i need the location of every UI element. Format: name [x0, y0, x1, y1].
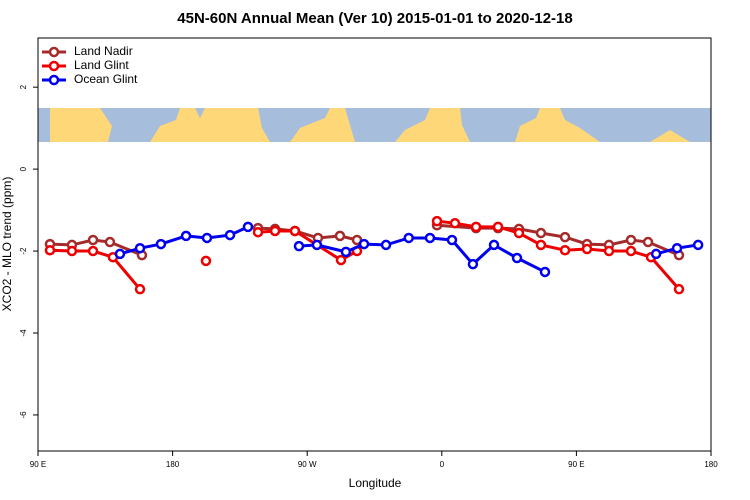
data-point [311, 239, 323, 251]
data-point [380, 239, 392, 251]
y-tick-label: -6 [19, 411, 28, 419]
data-point [692, 239, 704, 251]
data-point [224, 229, 236, 241]
data-point [488, 239, 500, 251]
data-point [340, 246, 352, 258]
data-point [431, 215, 443, 227]
x-tick-label: 0 [440, 460, 445, 469]
y-tick-label: 2 [19, 84, 28, 89]
x-tick-label: 90 W [298, 460, 317, 469]
data-point [358, 238, 370, 250]
legend-label: Land Glint [74, 58, 129, 72]
data-point [625, 245, 637, 257]
data-point [539, 266, 551, 278]
data-point [403, 232, 414, 244]
data-point [87, 234, 99, 246]
y-axis-label: XCO2 - MLO trend (ppm) [0, 177, 14, 312]
data-point [44, 244, 56, 256]
data-point [334, 230, 346, 242]
x-tick-label: 180 [704, 460, 718, 469]
data-point [180, 230, 192, 242]
data-point [467, 258, 479, 270]
data-point [642, 236, 654, 248]
data-point [513, 227, 525, 239]
data-point [650, 248, 662, 260]
data-point [671, 242, 683, 254]
data-point [535, 227, 547, 239]
y-tick-label: 0 [19, 166, 28, 171]
data-point [201, 232, 213, 244]
data-point [603, 245, 615, 257]
data-point [200, 255, 212, 267]
data-point [252, 226, 264, 238]
legend-label: Ocean Glint [74, 72, 138, 86]
chart-title: 45N-60N Annual Mean (Ver 10) 2015-01-01 … [177, 10, 572, 27]
data-point [293, 240, 305, 252]
x-tick-label: 90 E [568, 460, 584, 469]
data-point [511, 252, 523, 264]
legend-marker [48, 74, 60, 86]
data-point [446, 234, 458, 246]
data-point [449, 217, 461, 229]
data-point [134, 242, 146, 254]
map-land [38, 108, 711, 142]
data-point [625, 234, 637, 246]
data-point [581, 243, 593, 255]
data-point [104, 236, 116, 248]
legend-marker [48, 60, 60, 72]
data-point [155, 238, 167, 250]
x-axis-label: Longitude [349, 476, 402, 490]
x-tick-label: 180 [166, 460, 180, 469]
data-point [242, 221, 254, 233]
plot-frame [37, 37, 712, 452]
legend-marker [48, 46, 60, 58]
data-point [289, 225, 301, 237]
data-point [335, 254, 347, 266]
data-point [424, 232, 436, 244]
legend-label: Land Nadir [74, 44, 133, 58]
data-point [535, 239, 547, 251]
x-tick-label: 90 E [30, 460, 46, 469]
plot-area [44, 215, 704, 295]
data-point [559, 244, 571, 256]
data-point [269, 225, 281, 237]
map-band [38, 108, 711, 142]
data-point [673, 283, 685, 295]
data-point [559, 231, 571, 243]
data-point [492, 221, 504, 233]
y-tick-label: -4 [19, 329, 28, 337]
data-point [134, 283, 146, 295]
data-point [66, 245, 78, 257]
y-tick-label: -2 [19, 247, 28, 255]
data-point [87, 245, 99, 257]
data-point [470, 221, 482, 233]
axes: 90 E 180 90 W 0 90 E 180 2 0 -2 -4 -6 [19, 84, 718, 469]
data-point [114, 248, 126, 260]
